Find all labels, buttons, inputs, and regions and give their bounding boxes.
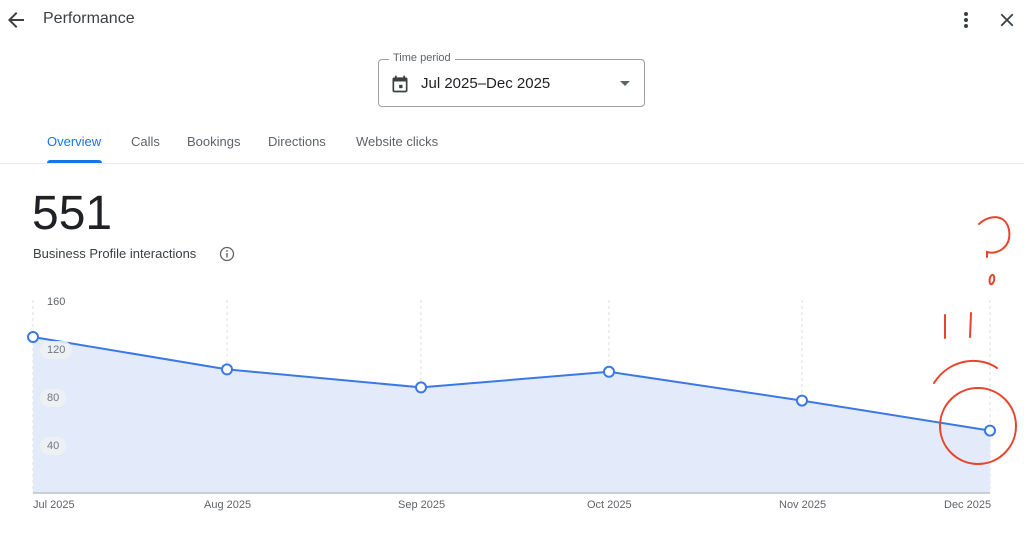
active-tab-indicator <box>47 160 102 163</box>
page-title: Performance <box>43 10 135 27</box>
tab-bar: Overview Calls Bookings Directions Websi… <box>0 126 1024 164</box>
data-point-nov-2025[interactable] <box>796 394 808 407</box>
data-point-aug-2025[interactable] <box>221 363 233 376</box>
calendar-icon <box>392 75 408 93</box>
time-period-label: Time period <box>389 52 455 64</box>
y-tick-160: 160 <box>47 296 66 308</box>
x-tick-jul: Jul 2025 <box>33 499 75 511</box>
metric-label: Business Profile interactions <box>33 246 197 261</box>
caret-down-icon <box>620 81 630 86</box>
area-fill <box>33 337 990 493</box>
question-mark-annotation <box>978 216 1011 258</box>
x-tick-dec: Dec 2025 <box>944 499 992 511</box>
x-tick-nov: Nov 2025 <box>779 499 827 511</box>
close-icon <box>1000 13 1014 27</box>
total-interactions-value: 551 <box>32 187 113 240</box>
x-tick-sep: Sep 2025 <box>398 499 446 511</box>
x-tick-oct: Oct 2025 <box>587 499 632 511</box>
arrow-back-icon <box>8 12 24 28</box>
question-dot-annotation <box>988 274 996 286</box>
data-point-oct-2025[interactable] <box>603 365 615 378</box>
data-point-dec-2025[interactable] <box>984 424 996 437</box>
tab-calls[interactable]: Calls <box>131 134 160 149</box>
interactions-chart: 160 120 80 40 Jul 2025 Aug 2025 Sep 2025… <box>0 290 1024 530</box>
y-tick-80: 80 <box>40 389 67 407</box>
more-vert-icon <box>964 12 968 28</box>
top-bar: Performance <box>0 0 1024 40</box>
y-tick-40: 40 <box>40 437 67 455</box>
chart-plot <box>27 300 996 494</box>
time-period-select[interactable]: Time period Jul 2025–Dec 2025 <box>378 52 645 107</box>
close-button[interactable] <box>996 8 1018 32</box>
data-point-sep-2025[interactable] <box>415 381 427 394</box>
y-tick-120: 120 <box>40 341 73 359</box>
x-tick-aug: Aug 2025 <box>204 499 252 511</box>
more-options-button[interactable] <box>955 8 977 32</box>
data-point-jul-2025[interactable] <box>27 331 39 343</box>
tab-directions[interactable]: Directions <box>268 134 326 149</box>
tab-bookings[interactable]: Bookings <box>187 134 241 149</box>
time-period-value: Jul 2025–Dec 2025 <box>421 75 551 92</box>
tab-overview[interactable]: Overview <box>47 134 102 149</box>
back-button[interactable] <box>4 8 28 32</box>
tab-website-clicks[interactable]: Website clicks <box>356 134 439 149</box>
series-line <box>32 336 991 432</box>
info-icon[interactable] <box>219 246 235 262</box>
